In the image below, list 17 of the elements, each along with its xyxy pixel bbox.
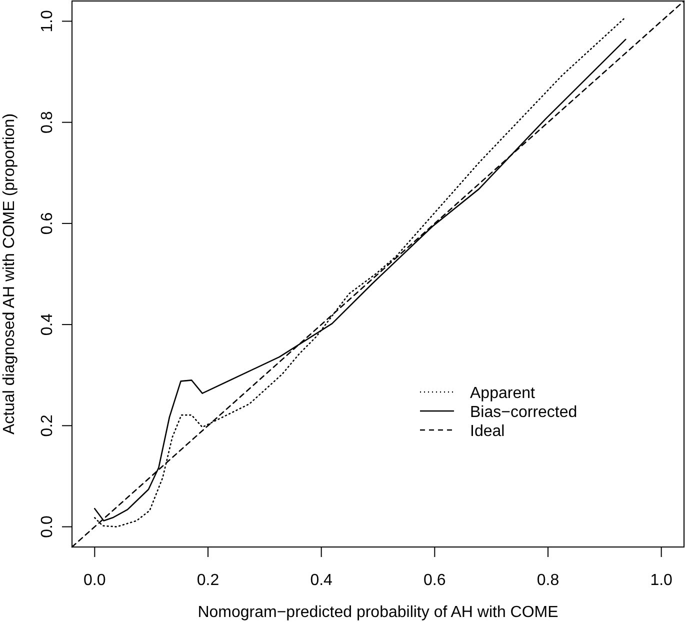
x-tick-label: 0.0 <box>84 572 106 589</box>
y-tick-label: 0.6 <box>39 212 56 235</box>
legend-label: Ideal <box>470 423 505 440</box>
legend-label: Apparent <box>470 385 536 402</box>
y-tick-label: 1.0 <box>39 10 56 32</box>
y-tick-label: 0.2 <box>39 414 56 437</box>
y-tick-label: 0.4 <box>39 313 56 336</box>
x-tick-label: 1.0 <box>650 572 673 589</box>
legend-label: Bias−corrected <box>470 404 578 421</box>
y-axis-title: Actual diagnosed AH with COME (proportion) <box>1 113 18 435</box>
y-tick-label: 0.8 <box>39 111 56 134</box>
x-tick-label: 0.6 <box>424 572 446 589</box>
x-tick-label: 0.4 <box>310 572 333 589</box>
x-tick-label: 0.8 <box>536 572 560 589</box>
y-tick-label: 0.0 <box>39 516 56 538</box>
x-tick-label: 0.2 <box>196 572 220 589</box>
x-axis-title: Nomogram−predicted probability of AH with COME <box>198 604 558 621</box>
